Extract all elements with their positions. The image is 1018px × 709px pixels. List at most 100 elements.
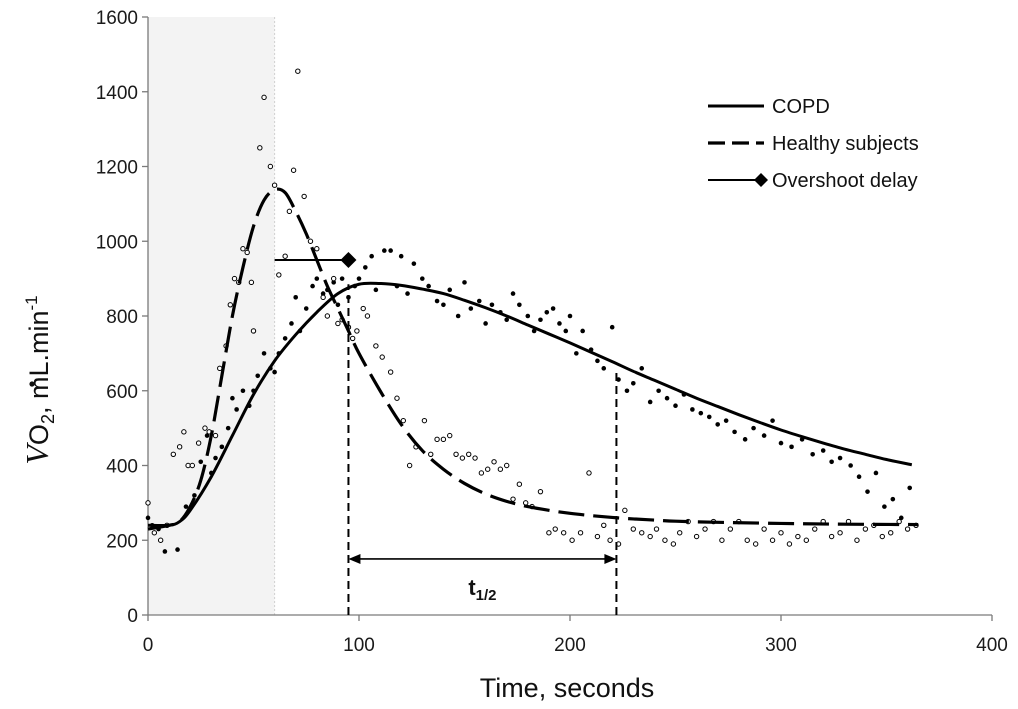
legend-label: Overshoot delay: [772, 170, 918, 192]
copd-data-point: [320, 291, 326, 296]
healthy-data-point: [151, 530, 158, 536]
copd-data-point: [770, 418, 775, 423]
healthy-data-point: [546, 530, 552, 536]
healthy-data-point: [761, 526, 767, 532]
healthy-data-point: [744, 537, 750, 543]
copd-data-point: [483, 321, 488, 326]
y-axis-label: VO2, mL.min-1: [19, 295, 58, 464]
healthy-data-point: [320, 294, 326, 301]
healthy-data-point: [271, 182, 278, 188]
healthy-data-point: [653, 526, 660, 532]
copd-data-point: [455, 313, 461, 319]
healthy-data-point: [795, 533, 801, 540]
copd-data-point: [489, 302, 495, 308]
overshoot-delay-marker: [340, 251, 357, 268]
healthy-data-point: [335, 320, 341, 327]
copd-data-point: [574, 351, 579, 356]
copd-data-point: [848, 463, 853, 468]
healthy-data-point: [428, 451, 434, 457]
healthy-data-point: [670, 541, 677, 547]
copd-data-point: [282, 336, 288, 341]
copd-data-point: [447, 287, 453, 293]
copd-data-point: [789, 444, 794, 450]
healthy-data-point: [244, 249, 250, 256]
copd-data-point: [732, 429, 737, 435]
healthy-data-point: [594, 533, 601, 540]
healthy-data-point: [719, 537, 725, 543]
copd-data-point: [261, 351, 267, 356]
healthy-data-point: [472, 455, 478, 461]
healthy-data-point: [459, 455, 466, 461]
copd-data-point: [356, 276, 362, 281]
healthy-data-point: [904, 526, 911, 532]
healthy-data-point: [261, 94, 267, 101]
half-time-base: t: [468, 575, 476, 600]
y-label-v: V: [19, 442, 55, 465]
copd-data-point: [255, 373, 261, 379]
copd-data-point: [567, 313, 573, 319]
copd-data-point: [162, 549, 168, 554]
copd-data-point: [213, 455, 218, 461]
chart-marks: [145, 68, 919, 554]
copd-data-point: [820, 448, 826, 453]
copd-data-point: [369, 253, 374, 259]
healthy-data-point: [693, 533, 700, 540]
healthy-data-point: [485, 466, 491, 472]
copd-data-point: [398, 253, 404, 259]
copd-data-point: [723, 418, 729, 423]
half-time-sub: 1/2: [476, 587, 497, 604]
copd-data-point: [434, 298, 440, 304]
healthy-data-point: [373, 343, 379, 349]
healthy-data-point: [434, 436, 440, 443]
healthy-data-point: [586, 470, 592, 476]
healthy-data-point: [577, 530, 584, 536]
copd-data-point: [517, 302, 522, 308]
healthy-data-point: [837, 530, 843, 536]
y-tick-label: 1400: [96, 83, 138, 104]
healthy-data-point: [510, 496, 516, 502]
copd-data-point: [289, 321, 294, 326]
y-tick-label: 400: [106, 457, 138, 478]
healthy-data-point: [360, 305, 366, 312]
healthy-data-point: [295, 68, 301, 74]
copd-data-point: [504, 317, 510, 323]
healthy-data-point: [145, 500, 151, 506]
copd-data-point: [420, 276, 425, 281]
y-label-sup: -1: [22, 295, 41, 310]
y-tick-label: 1600: [96, 8, 138, 29]
x-tick-label: 100: [343, 635, 375, 656]
healthy-data-point: [560, 530, 567, 536]
copd-data-point: [715, 422, 720, 427]
svg-text:VO2, mL.min-1: VO2, mL.min-1: [19, 295, 58, 464]
healthy-data-point: [677, 530, 683, 536]
copd-data-point: [557, 321, 562, 326]
copd-data-point: [441, 302, 446, 308]
healthy-fit-line: [147, 187, 919, 531]
healthy-data-point: [630, 526, 636, 532]
copd-data-point: [234, 407, 239, 412]
copd-data-point: [293, 295, 299, 300]
copd-data-point: [898, 515, 904, 521]
copd-data-point: [510, 291, 516, 296]
copd-data-point: [538, 317, 543, 323]
healthy-data-point: [231, 275, 238, 282]
copd-data-point: [882, 504, 887, 509]
copd-data-point: [382, 248, 387, 253]
copd-data-point: [907, 485, 913, 491]
legend-swatch-diamond: [754, 173, 768, 187]
healthy-data-point: [406, 462, 413, 469]
healthy-data-point: [387, 369, 394, 375]
chart-legend: COPD Healthy subjects Overshoot delay: [708, 96, 919, 192]
y-tick-label: 1000: [96, 232, 138, 253]
healthy-data-point: [453, 451, 459, 457]
healthy-data-point: [702, 526, 708, 532]
healthy-data-point: [189, 462, 196, 469]
copd-data-point: [647, 399, 653, 405]
copd-data-point: [240, 388, 246, 394]
healthy-data-point: [170, 451, 177, 457]
chart-axes: 0 200 400 600 800 1000 1200 1400 1600 0 100 200 300 4…: [96, 8, 1008, 656]
y-label-o: O: [24, 424, 54, 445]
copd-data-point: [601, 366, 607, 371]
x-tick-label: 200: [554, 635, 586, 656]
healthy-data-point: [812, 526, 818, 532]
